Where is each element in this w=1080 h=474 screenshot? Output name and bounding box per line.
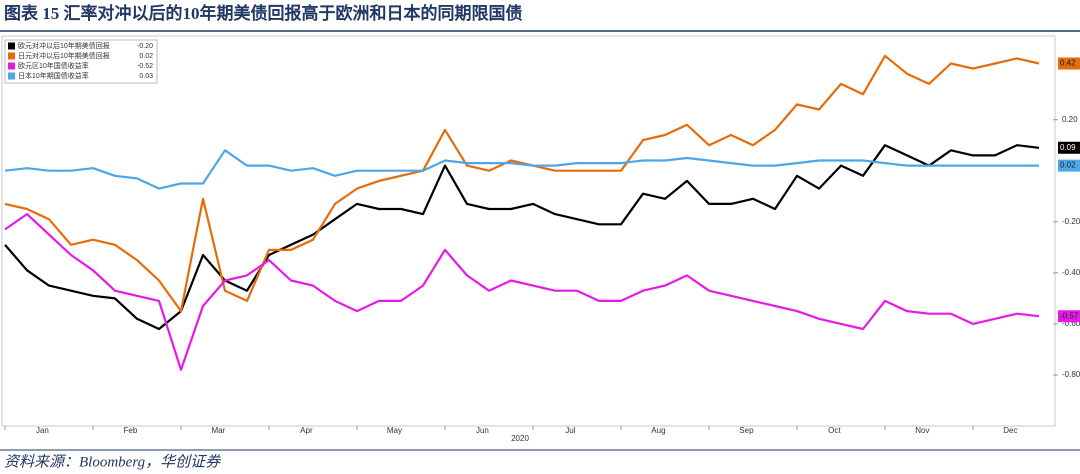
legend	[4, 39, 158, 84]
series-line	[4, 54, 1040, 313]
x-tick-label: Dec	[1003, 426, 1017, 435]
legend-swatch	[8, 42, 15, 50]
legend-label: 日元对冲以后10年期美债回报	[18, 51, 110, 60]
legend-label: 日本10年期国债收益率	[18, 71, 89, 80]
x-tick-label: Oct	[828, 426, 841, 435]
end-label: -0.57	[1060, 311, 1079, 320]
legend-label: 欧元对冲以后10年期美债回报	[18, 41, 110, 50]
x-tick-label: Apr	[300, 426, 313, 435]
series-line	[4, 213, 1040, 371]
y-tick-label: 0.20	[1062, 115, 1078, 124]
series-line	[4, 144, 1040, 331]
x-tick-label: Nov	[915, 426, 929, 435]
x-tick-label: Jun	[476, 426, 489, 435]
x-tick-label: Aug	[651, 426, 665, 435]
x-tick-label: Sep	[739, 426, 754, 435]
legend-swatch	[8, 52, 15, 60]
plot-frame	[1, 35, 1056, 427]
end-label-box	[1058, 141, 1080, 154]
end-label-box	[1058, 310, 1080, 323]
y-tick-label: -0.40	[1062, 268, 1080, 277]
y-tick-label: -0.60	[1062, 319, 1080, 328]
legend-value: -0.20	[137, 43, 153, 50]
end-label: 0.42	[1060, 59, 1076, 68]
end-label: 0.02	[1060, 161, 1076, 170]
x-tick-label: Mar	[212, 426, 226, 435]
y-tick-label: -0.20	[1062, 217, 1080, 226]
end-label-box	[1058, 159, 1080, 172]
end-label-box	[1058, 57, 1080, 70]
legend-value: -0.52	[137, 63, 153, 70]
series-line	[4, 149, 1039, 190]
legend-value: 0.02	[139, 53, 153, 60]
source-note: 资料来源：Bloomberg，华创证券	[4, 453, 221, 470]
y-tick-label: -0.80	[1062, 370, 1080, 379]
x-tick-label: Jan	[36, 426, 49, 435]
legend-swatch	[8, 62, 15, 70]
legend-value: 0.03	[139, 73, 153, 80]
x-tick-label: Feb	[124, 426, 138, 435]
x-tick-label: Jul	[565, 426, 575, 435]
chart-title: 图表 15 汇率对冲以后的10年期美债回报高于欧洲和日本的同期限国债	[4, 3, 523, 23]
legend-swatch	[8, 72, 15, 80]
x-axis-label: 2020	[511, 434, 529, 443]
end-label: 0.09	[1060, 143, 1076, 152]
legend-label: 欧元区10年国债收益率	[18, 61, 89, 70]
x-tick-label: May	[387, 426, 402, 435]
